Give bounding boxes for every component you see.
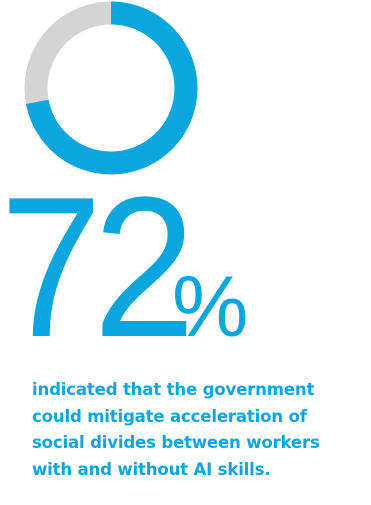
- percentage-value: 72: [0, 156, 195, 379]
- caption-line: social divides between workers: [32, 433, 320, 452]
- donut-value-segment: [24, 1, 198, 175]
- big-percentage: 72 %: [0, 168, 300, 368]
- caption-line: with and without AI skills.: [32, 459, 271, 479]
- caption-line: could mitigate acceleration of: [32, 406, 307, 426]
- caption-text: indicated that the government could miti…: [32, 377, 371, 483]
- percent-sign: %: [172, 259, 249, 355]
- caption-line: indicated that the government: [32, 380, 315, 399]
- donut-chart: [24, 1, 198, 175]
